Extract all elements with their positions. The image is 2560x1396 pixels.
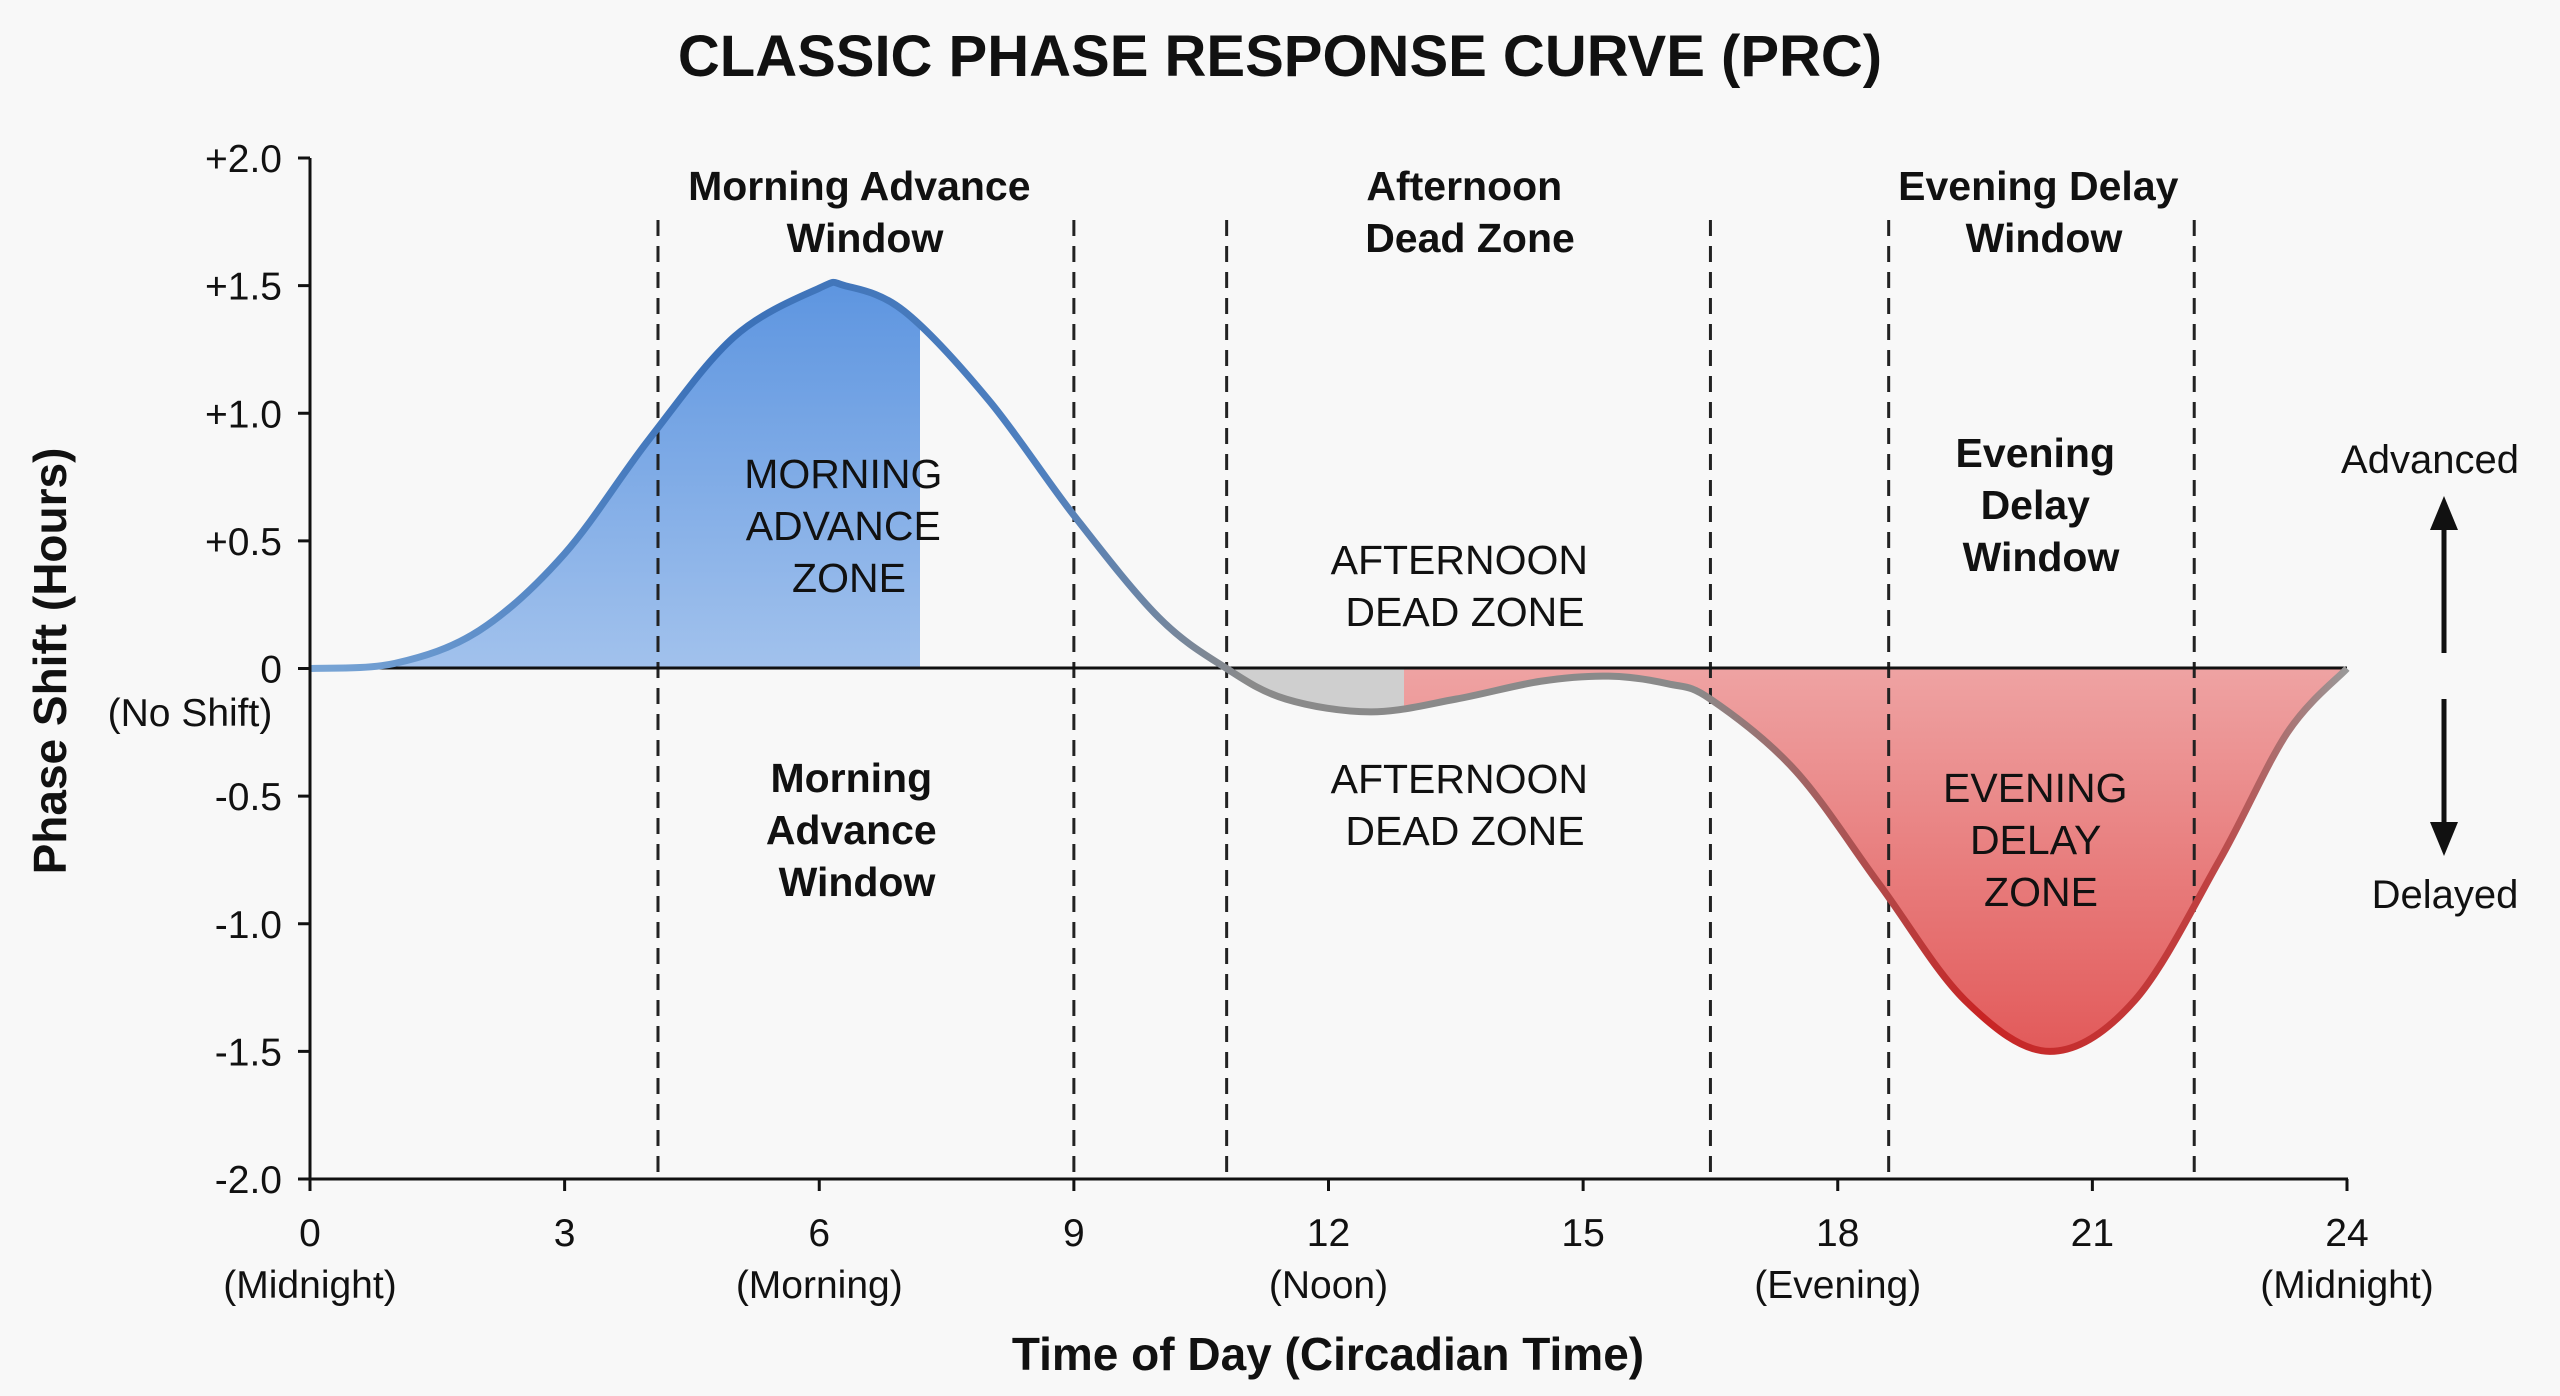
x-tick-label: 0 <box>299 1212 321 1255</box>
y-tick-label: -1.5 <box>215 1031 282 1074</box>
y-tick-label: 0 <box>260 649 282 692</box>
label-afternoon-upper: AFTERNOON DEAD ZONE <box>1331 537 1600 635</box>
x-tick-label: 24 <box>2325 1212 2368 1255</box>
label-morning-zone: MORNING ADVANCE ZONE <box>744 451 954 601</box>
y-axis-title: Phase Shift (Hours) <box>24 448 76 875</box>
y-tick-label: -2.0 <box>215 1159 282 1202</box>
delay-area-fill <box>1404 668 2347 1052</box>
x-tick-label: 15 <box>1561 1212 1604 1255</box>
x-tick-label: 9 <box>1063 1212 1085 1255</box>
x-tick-sublabel: (Morning) <box>736 1264 903 1307</box>
x-tick-label: 6 <box>808 1212 830 1255</box>
arrow-down-icon <box>2430 699 2458 856</box>
advanced-label: Advanced <box>2341 438 2519 482</box>
x-tick-sublabel: (Midnight) <box>2260 1264 2433 1307</box>
x-tick-label: 3 <box>554 1212 576 1255</box>
x-tick-sublabel: (Noon) <box>1269 1264 1388 1307</box>
y-tick-label: +1.5 <box>205 266 282 309</box>
label-evening-zone: EVENING DELAY ZONE <box>1943 765 2139 915</box>
x-axis-title: Time of Day (Circadian Time) <box>1012 1328 1644 1380</box>
zero-sublabel: (No Shift) <box>108 692 273 735</box>
chart-title: CLASSIC PHASE RESPONSE CURVE (PRC) <box>678 24 1882 89</box>
y-tick-label: +0.5 <box>205 521 282 564</box>
label-afternoon-lower: AFTERNOON DEAD ZONE <box>1331 756 1600 854</box>
dead-zone-area-fill <box>920 668 1404 712</box>
x-tick-label: 21 <box>2071 1212 2114 1255</box>
x-tick-sublabel: (Evening) <box>1754 1264 1921 1307</box>
y-tick-label: -1.0 <box>215 904 282 947</box>
y-tick-label: -0.5 <box>215 776 282 819</box>
delayed-label: Delayed <box>2372 873 2519 917</box>
x-tick-label: 12 <box>1307 1212 1350 1255</box>
x-tick-label: 18 <box>1816 1212 1859 1255</box>
header-morning: Morning Advance Window <box>688 163 1042 261</box>
advance-area-fill <box>347 282 920 668</box>
y-tick-label: +2.0 <box>205 138 282 181</box>
arrow-up-icon <box>2430 496 2458 653</box>
label-morning-window: Morning Advance Window <box>766 755 948 905</box>
header-evening: Evening Delay Window <box>1898 163 2190 261</box>
prc-curve <box>309 278 2350 1055</box>
x-tick-sublabel: (Midnight) <box>223 1264 396 1307</box>
y-tick-label: +1.0 <box>205 393 282 436</box>
header-afternoon: Afternoon Dead Zone <box>1365 163 1575 261</box>
label-evening-window: Evening Delay Window <box>1956 430 2127 580</box>
